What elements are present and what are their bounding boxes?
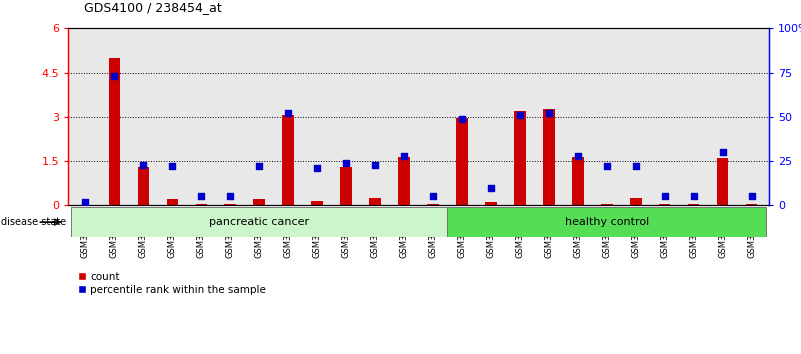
Point (137, 162, 150, 167)
Bar (746, 204, 758, 205)
Bar (630, 198, 642, 205)
Bar (109, 58, 120, 205)
Point (571, 153, 584, 159)
Point (79, 199, 92, 205)
Bar (167, 199, 178, 205)
Bar (253, 199, 265, 205)
Point (542, 110, 555, 116)
Bar (601, 204, 613, 205)
Point (397, 153, 410, 159)
Point (601, 164, 614, 169)
Text: GDS4100 / 238454_at: GDS4100 / 238454_at (84, 1, 222, 14)
Bar (457, 118, 468, 205)
Point (340, 160, 352, 166)
Legend: count, percentile rank within the sample: count, percentile rank within the sample (74, 268, 270, 299)
Point (745, 194, 758, 199)
Bar (717, 158, 728, 205)
Bar (283, 115, 294, 205)
Point (716, 149, 729, 155)
Point (658, 194, 671, 199)
Bar (138, 167, 149, 205)
Bar (427, 204, 439, 205)
Point (282, 110, 295, 116)
Point (311, 165, 324, 171)
Point (456, 116, 469, 121)
Point (108, 73, 121, 79)
Bar (312, 201, 323, 205)
Bar (688, 204, 699, 205)
Point (687, 194, 700, 199)
Bar (485, 202, 497, 205)
Text: pancreatic cancer: pancreatic cancer (209, 217, 309, 227)
Text: healthy control: healthy control (565, 217, 649, 227)
Point (368, 162, 381, 167)
Text: disease state: disease state (1, 217, 66, 227)
Point (253, 164, 266, 169)
Bar (71, 207, 448, 237)
Point (513, 112, 526, 118)
Bar (369, 198, 380, 205)
Point (223, 194, 236, 199)
Point (630, 164, 642, 169)
Bar (398, 156, 410, 205)
Point (166, 164, 179, 169)
Point (485, 185, 497, 190)
Bar (514, 111, 525, 205)
Bar (572, 156, 584, 205)
Bar (340, 167, 352, 205)
Point (195, 194, 207, 199)
Bar (448, 207, 766, 237)
Point (427, 194, 440, 199)
Bar (543, 109, 554, 205)
